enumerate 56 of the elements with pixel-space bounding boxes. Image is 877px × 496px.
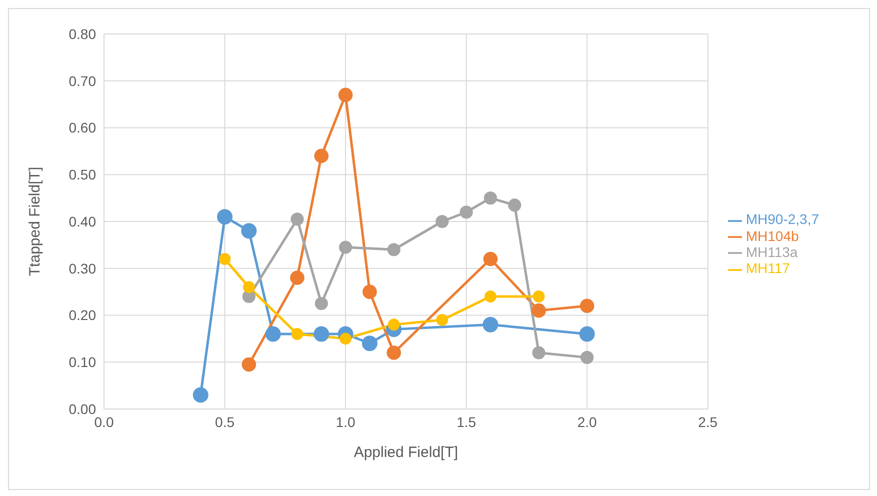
- point: [460, 206, 473, 219]
- point: [291, 328, 304, 340]
- point: [484, 290, 496, 302]
- x-tick-label: 1.0: [336, 414, 356, 430]
- point: [192, 387, 208, 403]
- point: [242, 281, 255, 294]
- y-tick-label: 0.30: [68, 260, 96, 276]
- point: [532, 303, 546, 318]
- y-tick-label: 0.60: [68, 120, 96, 136]
- point: [290, 270, 304, 285]
- point: [290, 212, 304, 226]
- point: [388, 318, 400, 331]
- point: [265, 326, 281, 342]
- y-axis-title: Ttapped Field[T]: [26, 166, 44, 276]
- y-tick-label: 0.80: [68, 26, 96, 42]
- point: [362, 284, 377, 299]
- point: [314, 148, 329, 164]
- legend-label: MH117: [746, 260, 790, 276]
- x-tick-label: 0.5: [215, 414, 235, 430]
- legend-label: MH104b: [746, 228, 799, 244]
- point: [436, 314, 448, 326]
- y-tick-label: 0.40: [68, 213, 96, 230]
- point: [338, 88, 353, 102]
- x-tick-label: 2.5: [698, 414, 718, 430]
- y-tick-label: 0.70: [68, 72, 96, 89]
- point: [482, 316, 498, 332]
- x-tick-label: 2.0: [577, 414, 598, 430]
- point: [580, 350, 594, 364]
- x-axis-title: Applied Field[T]: [354, 444, 458, 461]
- point: [241, 223, 257, 239]
- point: [508, 198, 522, 212]
- point: [484, 192, 498, 205]
- point: [532, 346, 546, 360]
- point: [314, 296, 328, 310]
- point: [579, 326, 595, 342]
- y-tick-label: 0.20: [68, 307, 96, 324]
- legend-label: MH90-2,3,7: [746, 211, 819, 228]
- point: [483, 252, 498, 266]
- y-tick-label: 0.10: [68, 354, 96, 370]
- y-tick-label: 0.50: [68, 166, 96, 183]
- point: [532, 290, 545, 302]
- x-tick-label: 1.5: [456, 414, 476, 430]
- point: [218, 253, 231, 265]
- y-tick-label: 0.00: [68, 400, 96, 417]
- point: [242, 357, 256, 372]
- point: [217, 209, 233, 225]
- x-tick-label: 0.0: [94, 414, 114, 430]
- point: [314, 326, 330, 342]
- point: [362, 336, 378, 352]
- point: [580, 298, 594, 314]
- point: [436, 214, 449, 228]
- point: [242, 290, 256, 304]
- point: [386, 346, 401, 360]
- legend-label: MH113a: [746, 244, 798, 260]
- point: [338, 240, 352, 254]
- point: [387, 243, 400, 256]
